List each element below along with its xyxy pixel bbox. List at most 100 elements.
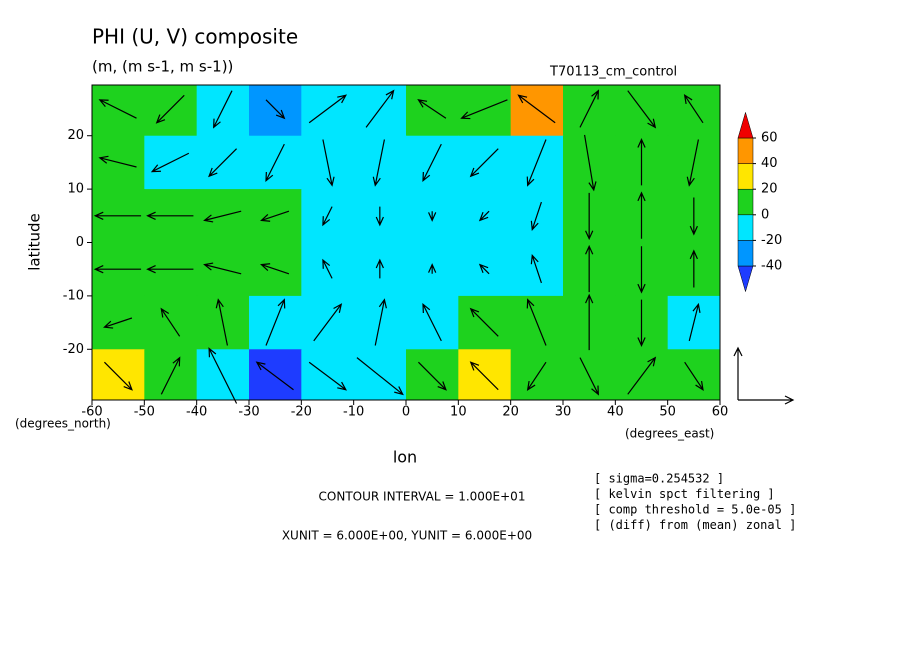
vector-arrow bbox=[422, 302, 442, 342]
vector-arrow bbox=[579, 357, 599, 396]
x-tick-label: 30 bbox=[555, 405, 572, 420]
vector-arrow bbox=[469, 361, 499, 391]
vector-arrow bbox=[583, 134, 597, 192]
x-tick-label: -60 bbox=[81, 405, 102, 420]
vector-arrow bbox=[308, 361, 348, 391]
chart-subtitle: (m, (m s-1, m s-1)) bbox=[92, 58, 233, 76]
vector-arrow bbox=[203, 210, 242, 223]
contour-cell bbox=[353, 85, 407, 137]
vector-arrow bbox=[627, 356, 657, 395]
x-tick-label: 20 bbox=[502, 405, 519, 420]
y-tick-label: 10 bbox=[67, 182, 84, 197]
contour-interval: CONTOUR INTERVAL = 1.000E+01 bbox=[319, 490, 526, 504]
vector-arrow bbox=[684, 361, 704, 391]
vector-arrow bbox=[460, 99, 508, 120]
vector-arrow bbox=[688, 302, 701, 342]
vector-arrow bbox=[98, 155, 137, 168]
x-tick-label: 50 bbox=[659, 405, 676, 420]
contour-cell bbox=[563, 349, 616, 400]
vector-arrow bbox=[322, 139, 335, 187]
vector-arrow bbox=[683, 94, 704, 124]
colorbar-label: 60 bbox=[761, 131, 778, 146]
colorbar-label: -20 bbox=[761, 233, 782, 248]
x-tick-label: -20 bbox=[291, 405, 312, 420]
note: [ sigma=0.254532 ] bbox=[594, 472, 724, 486]
vector-arrow bbox=[322, 206, 333, 227]
vector-arrow bbox=[417, 99, 447, 119]
colorbar-box bbox=[737, 188, 754, 216]
colorbar-end bbox=[737, 265, 754, 293]
vector-arrow bbox=[517, 94, 556, 124]
chart-title: PHI (U, V) composite bbox=[92, 25, 298, 49]
vector-arrow bbox=[208, 148, 238, 178]
contour-cell bbox=[196, 85, 250, 137]
vector-arrow bbox=[372, 139, 386, 187]
contour-cell bbox=[458, 85, 512, 137]
contour-cell bbox=[667, 349, 720, 400]
colorbar-box bbox=[737, 163, 754, 190]
vector-arrow bbox=[98, 99, 137, 119]
y-tick-label: 0 bbox=[76, 235, 84, 250]
plot-area bbox=[92, 85, 720, 400]
vector-arrow bbox=[93, 211, 142, 220]
x-tick-label: 0 bbox=[402, 405, 410, 420]
contour-cell bbox=[92, 349, 145, 400]
vector-arrow bbox=[686, 139, 700, 187]
vector-arrow bbox=[103, 317, 133, 329]
note: [ kelvin spct filtering ] bbox=[594, 487, 775, 501]
vector-arrow bbox=[526, 361, 547, 391]
vector-arrow bbox=[374, 298, 387, 346]
vector-arrow bbox=[365, 89, 395, 128]
vector-arrow bbox=[208, 347, 238, 404]
vector-arrow bbox=[150, 152, 190, 173]
x-tick-label: 40 bbox=[607, 405, 624, 420]
vector-arrow bbox=[469, 307, 499, 337]
vector-arrow bbox=[265, 298, 286, 346]
note: [ comp threshold = 5.0e-05 ] bbox=[594, 503, 796, 517]
contour-cell bbox=[249, 349, 302, 400]
vector-arrow bbox=[265, 99, 286, 120]
colorbar-box bbox=[737, 137, 754, 164]
colorbar-box bbox=[737, 214, 754, 241]
vector-arrow bbox=[146, 265, 194, 274]
x-tick-label: 60 bbox=[712, 405, 729, 420]
colorbar-label: -40 bbox=[761, 259, 782, 274]
contour-cell bbox=[249, 85, 302, 137]
vector-arrow bbox=[478, 210, 490, 222]
colorbar-label: 40 bbox=[761, 156, 778, 171]
contour-cell bbox=[196, 349, 250, 400]
contour-cell bbox=[458, 349, 512, 400]
vector-arrow bbox=[526, 298, 547, 346]
vector-arrow bbox=[155, 94, 185, 124]
vector-arrow bbox=[585, 192, 594, 241]
vector-arrow bbox=[637, 246, 646, 294]
run-label: T70113_cm_control bbox=[549, 65, 677, 80]
vector-arrow bbox=[530, 201, 542, 231]
y-unit-label: (degrees_north) bbox=[15, 417, 111, 431]
vector-arrow bbox=[627, 90, 657, 129]
contour-cell bbox=[667, 85, 720, 137]
vector-arrow bbox=[203, 262, 242, 275]
y-tick-label: -20 bbox=[63, 342, 84, 357]
vector-arrow bbox=[322, 258, 333, 279]
x-tick-label: 10 bbox=[450, 405, 467, 420]
y-axis-label: latitude bbox=[26, 213, 44, 271]
vector-arrow bbox=[215, 298, 229, 346]
vector-arrow bbox=[585, 244, 594, 293]
vector-arrow bbox=[308, 94, 348, 124]
colorbar-label: 0 bbox=[761, 207, 769, 222]
vector-arrow bbox=[469, 148, 499, 178]
vector-arrow bbox=[585, 293, 594, 351]
colorbar-end bbox=[737, 111, 754, 139]
vector-arrow bbox=[637, 191, 646, 239]
vectors bbox=[93, 89, 704, 404]
contour-cell bbox=[406, 349, 459, 400]
vector-arrow bbox=[160, 307, 181, 337]
vector-arrow bbox=[313, 303, 343, 342]
y-tick-label: -10 bbox=[63, 288, 84, 303]
vector-arrow bbox=[417, 361, 447, 391]
vector-arrow bbox=[260, 210, 290, 222]
vector-arrow bbox=[637, 299, 646, 347]
vector-arrow bbox=[579, 89, 599, 128]
